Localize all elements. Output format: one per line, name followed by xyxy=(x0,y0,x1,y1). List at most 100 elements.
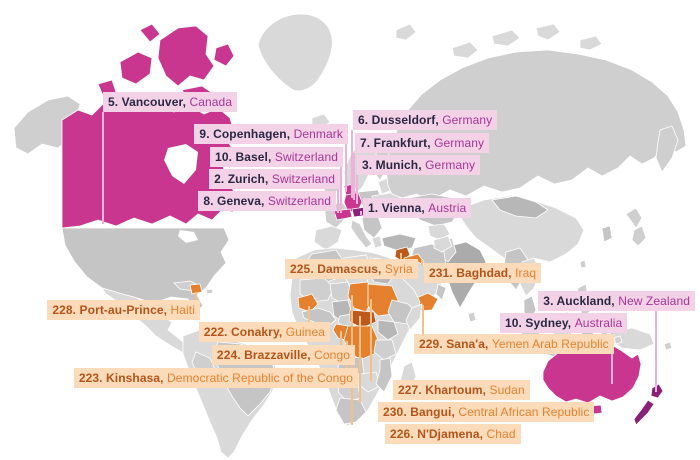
pacific-island xyxy=(613,335,623,345)
arctic-island xyxy=(451,41,479,59)
label-country: Central African Republic xyxy=(458,405,590,419)
label-country: Iraq xyxy=(515,266,537,280)
city-label-kinshasa: 223. Kinshasa, Democratic Republic of th… xyxy=(73,368,358,388)
label-country: Haiti xyxy=(170,303,195,317)
landmass-italy xyxy=(350,219,373,249)
city-label-auckland: 3. Auckland, New Zealand xyxy=(538,291,695,311)
label-country: Chad xyxy=(486,427,516,441)
label-country: Denmark xyxy=(293,127,343,141)
label-country: Syria xyxy=(384,262,413,276)
label-rank-city: 3. Auckland, xyxy=(543,294,619,308)
city-label-sydney: 10. Sydney, Australia xyxy=(500,313,628,333)
label-rank-city: 226. N'Djamena, xyxy=(390,427,487,441)
label-country: Canada xyxy=(189,95,233,109)
landmass-sri-lanka xyxy=(467,311,477,323)
city-label-ndjamena: 226. N'Djamena, Chad xyxy=(385,424,521,444)
landmass-taiwan xyxy=(579,259,587,269)
city-label-sanaa: 229. Sana'a, Yemen Arab Republic xyxy=(414,334,614,354)
landmass-greenland xyxy=(257,13,333,92)
landmass-korea xyxy=(601,225,613,243)
label-rank-city: 10. Sydney, xyxy=(505,316,575,330)
city-label-dusseldorf: 6. Dusseldorf, Germany xyxy=(353,110,498,130)
label-country: New Zealand xyxy=(618,294,690,308)
label-country: Germany xyxy=(434,136,485,150)
arctic-island xyxy=(535,23,561,41)
landmass-afghanistan xyxy=(433,235,453,253)
landmass-zambia xyxy=(357,371,381,393)
arctic-island xyxy=(579,35,603,51)
landmass-turkey xyxy=(381,233,417,251)
landmass-iberia xyxy=(313,225,343,251)
country-haiti xyxy=(189,283,203,295)
label-rank-city: 223. Kinshasa, xyxy=(78,371,168,385)
label-country: Guinea xyxy=(285,325,325,339)
city-label-basel: 10. Basel, Switzerland xyxy=(210,147,343,167)
label-rank-city: 231. Baghdad, xyxy=(429,266,516,280)
city-label-conakry: 222. Conakry, Guinea xyxy=(198,322,330,342)
label-country: Austria xyxy=(428,201,467,215)
city-label-zurich: 2. Zurich, Switzerland xyxy=(209,169,340,189)
city-label-munich: 3. Munich, Germany xyxy=(357,155,481,175)
label-rank-city: 6. Dusseldorf, xyxy=(358,113,443,127)
label-rank-city: 227. Khartoum, xyxy=(398,383,490,397)
country-canada-islands xyxy=(139,23,161,43)
label-country: Germany xyxy=(442,113,493,127)
label-rank-city: 230. Bangui, xyxy=(383,405,459,419)
city-label-baghdad: 231. Baghdad, Iraq xyxy=(424,263,542,283)
city-label-vienna: 1. Vienna, Austria xyxy=(363,198,472,218)
city-label-vancouver: 5. Vancouver, Canada xyxy=(103,92,238,112)
landmass-west-africa xyxy=(301,307,337,327)
landmass-oman xyxy=(435,283,447,301)
country-canada-islands xyxy=(213,43,235,67)
label-rank-city: 2. Zurich, xyxy=(214,172,272,186)
pacific-island xyxy=(663,341,673,351)
city-label-geneva: 8. Geneva, Switzerland xyxy=(198,191,336,211)
country-guinea xyxy=(297,293,319,313)
hudson-bay xyxy=(164,144,198,184)
country-canada-islands xyxy=(119,51,153,85)
label-country: Switzerland xyxy=(274,150,338,164)
label-rank-city: 5. Vancouver, xyxy=(108,95,190,109)
label-rank-city: 8. Geneva, xyxy=(203,194,268,208)
label-country: Yemen Arab Republic xyxy=(491,337,609,351)
landmass-japan xyxy=(631,225,647,247)
label-rank-city: 225. Damascus, xyxy=(290,262,385,276)
label-rank-city: 228. Port-au-Prince, xyxy=(52,303,171,317)
label-rank-city: 229. Sana'a, xyxy=(419,337,492,351)
arctic-island xyxy=(395,23,417,41)
landmass-kamchatka xyxy=(655,125,679,173)
label-country: Switzerland xyxy=(271,172,335,186)
label-country: Congo xyxy=(314,348,350,362)
label-country: Germany xyxy=(425,158,476,172)
city-label-brazzaville: 224. Brazzaville, Congo xyxy=(211,345,355,365)
label-rank-city: 9. Copenhagen, xyxy=(199,127,294,141)
label-country: Democratic Republic of the Congo xyxy=(167,371,353,385)
label-rank-city: 7. Frankfurt, xyxy=(360,136,435,150)
landmass-mongolia xyxy=(491,195,549,219)
city-label-copenhagen: 9. Copenhagen, Denmark xyxy=(194,124,348,144)
label-country: Switzerland xyxy=(267,194,331,208)
city-label-frankfurt: 7. Frankfurt, Germany xyxy=(355,133,490,153)
arctic-island xyxy=(491,29,521,47)
city-label-bangui: 230. Bangui, Central African Republic xyxy=(378,402,595,422)
label-rank-city: 224. Brazzaville, xyxy=(216,348,315,362)
city-label-khartoum: 227. Khartoum, Sudan xyxy=(393,380,530,400)
label-rank-city: 222. Conakry, xyxy=(203,325,286,339)
landmass-greece xyxy=(371,235,383,249)
country-canada-islands xyxy=(157,25,215,87)
landmass-puerto-rico xyxy=(205,288,214,295)
great-lakes xyxy=(178,230,198,243)
label-country: Australia xyxy=(574,316,623,330)
landmass-mozambique xyxy=(375,357,393,393)
landmass-kenya xyxy=(377,319,399,341)
label-rank-city: 10. Basel, xyxy=(215,150,275,164)
landmass-somalia xyxy=(405,303,423,331)
landmass-tanzania xyxy=(373,339,397,361)
country-new-zealand xyxy=(633,399,655,426)
city-label-damascus: 225. Damascus, Syria xyxy=(285,259,418,279)
landmass-japan xyxy=(625,207,643,229)
city-label-portauprince: 228. Port-au-Prince, Haiti xyxy=(47,300,200,320)
label-country: Sudan xyxy=(489,383,525,397)
